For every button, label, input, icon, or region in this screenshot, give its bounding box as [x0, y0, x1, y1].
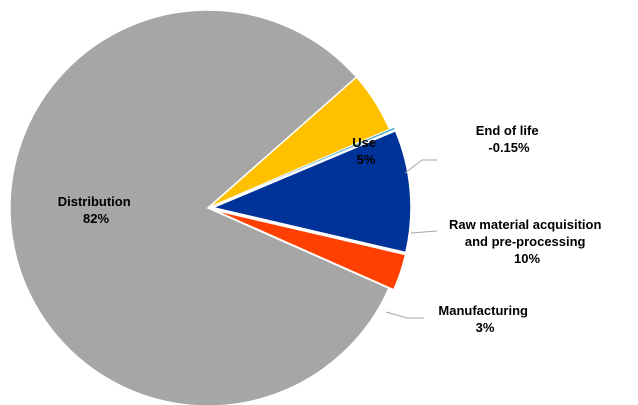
slice-manufacturing — [212, 208, 407, 291]
label-end-of-life-name: End of life — [476, 123, 539, 138]
leader-line-end-of-life — [404, 159, 437, 174]
label-raw-material-line2: and pre-processing — [465, 234, 586, 249]
label-distribution-value: 82% — [83, 211, 109, 226]
label-raw-material-value: 10% — [514, 251, 540, 266]
leader-line-manufacturing — [385, 311, 424, 319]
label-use: Use 5% — [352, 135, 379, 167]
label-manufacturing-value: 3% — [476, 320, 495, 335]
label-use-value: 5% — [357, 152, 376, 167]
leader-line-raw-material — [410, 230, 438, 234]
label-end-of-life-value: -0.15% — [488, 140, 530, 155]
label-use-name: Use — [352, 135, 376, 150]
label-manufacturing: Manufacturing 3% — [438, 303, 531, 335]
label-distribution-name: Distribution — [58, 194, 131, 209]
label-raw-material: Raw material acquisition and pre-process… — [449, 217, 605, 266]
label-raw-material-line1: Raw material acquisition — [449, 217, 601, 232]
slice-distribution — [9, 9, 391, 405]
slice-end-of-life — [212, 126, 396, 207]
label-distribution: Distribution 82% — [58, 194, 135, 226]
slice-raw-material — [210, 129, 412, 254]
label-manufacturing-name: Manufacturing — [438, 303, 528, 318]
label-end-of-life: End of life -0.15% — [476, 123, 542, 155]
